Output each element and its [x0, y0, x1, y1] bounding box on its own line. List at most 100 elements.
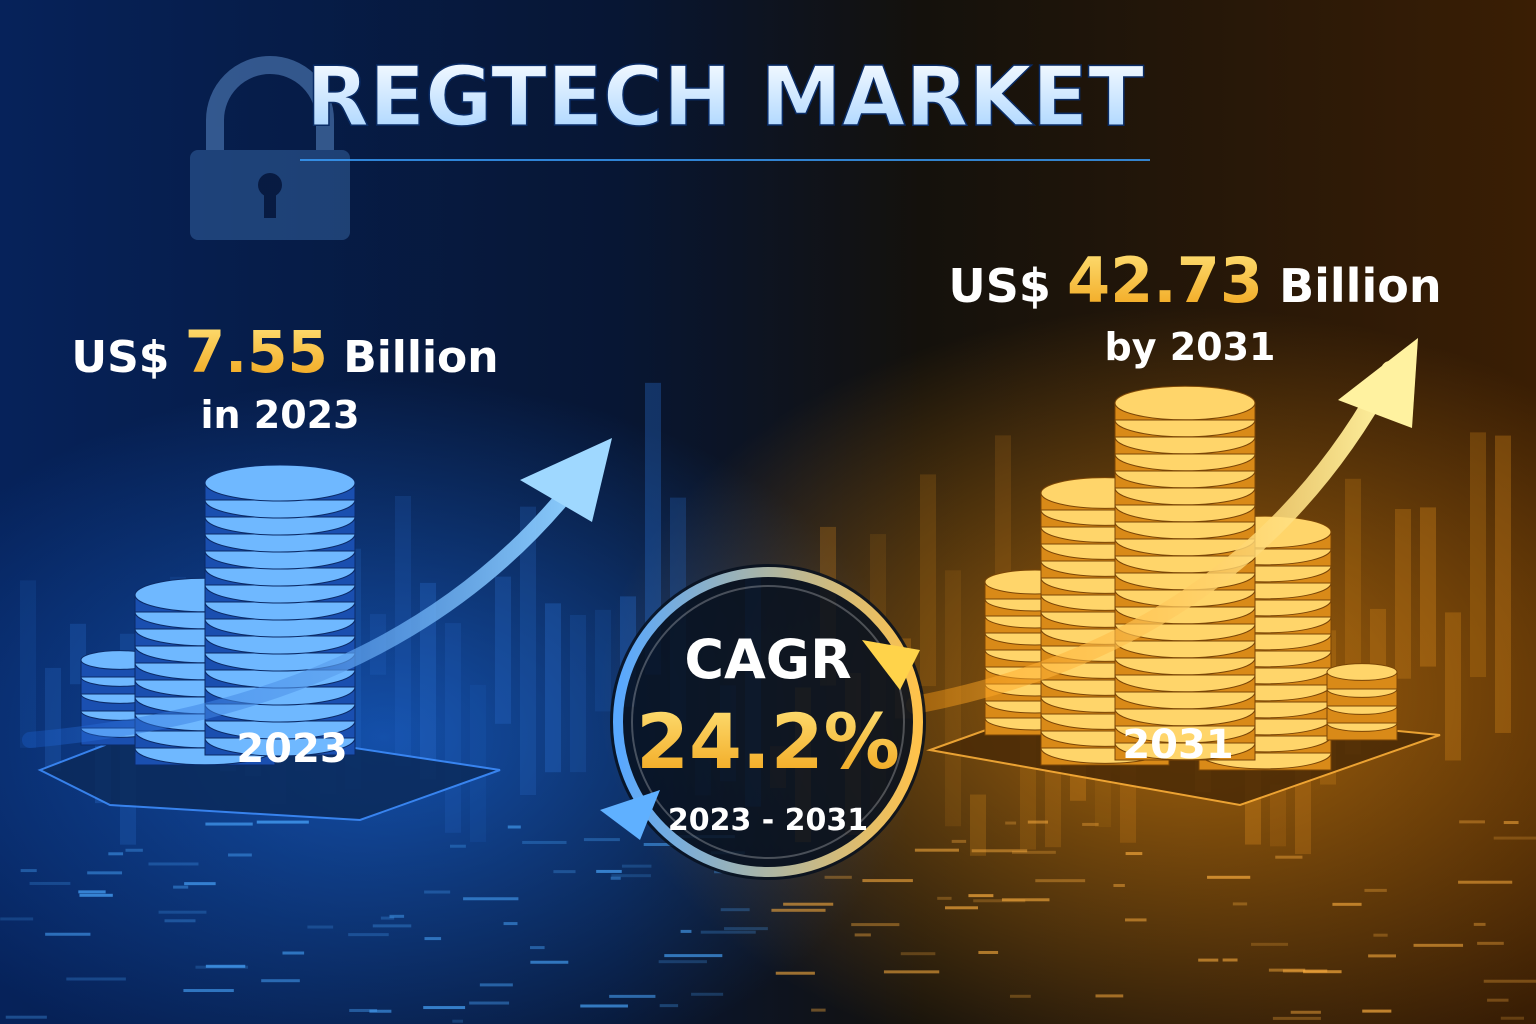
- bar: [1495, 435, 1511, 733]
- circuit-dash: [664, 954, 723, 958]
- circuit-dash: [862, 879, 913, 883]
- circuit-dash: [580, 1004, 628, 1008]
- circuit-dash: [596, 869, 622, 873]
- cagr-badge: [600, 564, 926, 880]
- circuit-dash: [1272, 1016, 1321, 1020]
- circuit-dash: [968, 894, 994, 898]
- bar: [970, 794, 986, 856]
- bar: [1445, 612, 1461, 761]
- start-period: in 2023: [200, 393, 359, 437]
- circuit-dash: [720, 908, 750, 912]
- circuit-dash: [771, 908, 826, 912]
- circuit-dash: [389, 914, 405, 918]
- end-stack-label: 2031: [1122, 722, 1233, 768]
- circuit-dash: [900, 952, 936, 956]
- bar: [920, 474, 936, 687]
- circuit-dash: [1251, 942, 1289, 946]
- circuit-dash: [184, 882, 216, 886]
- bar: [20, 580, 36, 748]
- circuit-dash: [691, 992, 724, 996]
- circuit-dash: [424, 890, 451, 894]
- bar: [420, 582, 436, 780]
- circuit-dash: [611, 874, 651, 878]
- circuit-dash: [1483, 979, 1536, 983]
- circuit-dash: [1477, 941, 1504, 945]
- circuit-dash: [1232, 902, 1248, 906]
- circuit-dash: [256, 820, 309, 824]
- end-unit: Billion: [1279, 259, 1441, 313]
- bar: [645, 382, 661, 675]
- start-currency: US$: [71, 332, 169, 383]
- circuit-dash: [108, 852, 124, 856]
- circuit-dash: [914, 848, 959, 852]
- bar: [445, 623, 461, 833]
- bar: [570, 614, 586, 773]
- circuit-dash: [973, 899, 1026, 903]
- circuit-dash: [5, 1015, 47, 1019]
- bar: [595, 609, 611, 712]
- circuit-dash: [450, 844, 466, 848]
- circuit-dash: [609, 994, 656, 998]
- circuit-dash: [1503, 821, 1519, 825]
- circuit-dash: [205, 964, 246, 968]
- bar: [520, 506, 536, 796]
- circuit-dash: [20, 869, 37, 873]
- bar: [470, 684, 486, 842]
- circuit-dash: [173, 885, 189, 889]
- circuit-dash: [0, 917, 34, 921]
- circuit-dash: [824, 875, 852, 879]
- circuit-dash: [700, 930, 756, 934]
- start-value-line: US$ 7.55 Billion: [71, 318, 498, 386]
- circuit-dash: [87, 871, 123, 875]
- cagr-value: 24.2%: [636, 697, 900, 786]
- circuit-dash: [29, 881, 71, 885]
- circuit-dash: [1222, 958, 1238, 962]
- circuit-dash: [78, 890, 106, 894]
- circuit-dash: [228, 853, 252, 857]
- circuit-dash: [158, 910, 207, 914]
- start-value: 7.55: [185, 318, 328, 386]
- circuit-dash: [79, 893, 113, 897]
- circuit-dash: [783, 902, 834, 906]
- circuit-dash: [452, 1019, 464, 1023]
- circuit-dash: [530, 946, 545, 950]
- circuit-dash: [503, 922, 518, 926]
- circuit-dash: [369, 1009, 392, 1013]
- circuit-dash: [1493, 836, 1536, 840]
- bar: [45, 667, 61, 772]
- bar: [1420, 507, 1436, 667]
- circuit-dash: [978, 950, 999, 954]
- coin-face: [1114, 385, 1256, 421]
- circuit-dash: [463, 897, 519, 901]
- circuit-dash: [125, 848, 143, 852]
- circuit-dash: [724, 927, 768, 931]
- circuit-dash: [951, 839, 967, 843]
- end-value: 42.73: [1067, 244, 1263, 317]
- circuit-dash: [1487, 998, 1509, 1002]
- circuit-dash: [811, 1008, 826, 1012]
- bar: [495, 576, 511, 724]
- circuit-dash: [1290, 1010, 1321, 1014]
- circuit-dash: [583, 838, 620, 842]
- circuit-dash: [1005, 821, 1017, 825]
- circuit-dash: [1332, 902, 1362, 906]
- circuit-dash: [307, 925, 334, 929]
- coin-face: [204, 464, 356, 502]
- circuit-dash: [66, 977, 126, 981]
- cagr-label: CAGR: [684, 628, 851, 691]
- circuit-dash: [349, 1008, 378, 1012]
- bar: [545, 603, 561, 773]
- circuit-dash: [610, 876, 621, 880]
- right-growth-arrow: [906, 361, 1399, 714]
- circuit-dash: [883, 970, 940, 974]
- circuit-dash: [530, 960, 569, 964]
- circuit-dash: [522, 840, 567, 844]
- bar: [1370, 608, 1386, 681]
- circuit-dash: [1113, 883, 1125, 887]
- end-value-line: US$ 42.73 Billion: [948, 244, 1441, 317]
- end-period: by 2031: [1105, 325, 1276, 369]
- circuit-dash: [937, 896, 952, 900]
- coin-face: [1326, 663, 1398, 681]
- circuit-dash: [148, 862, 199, 866]
